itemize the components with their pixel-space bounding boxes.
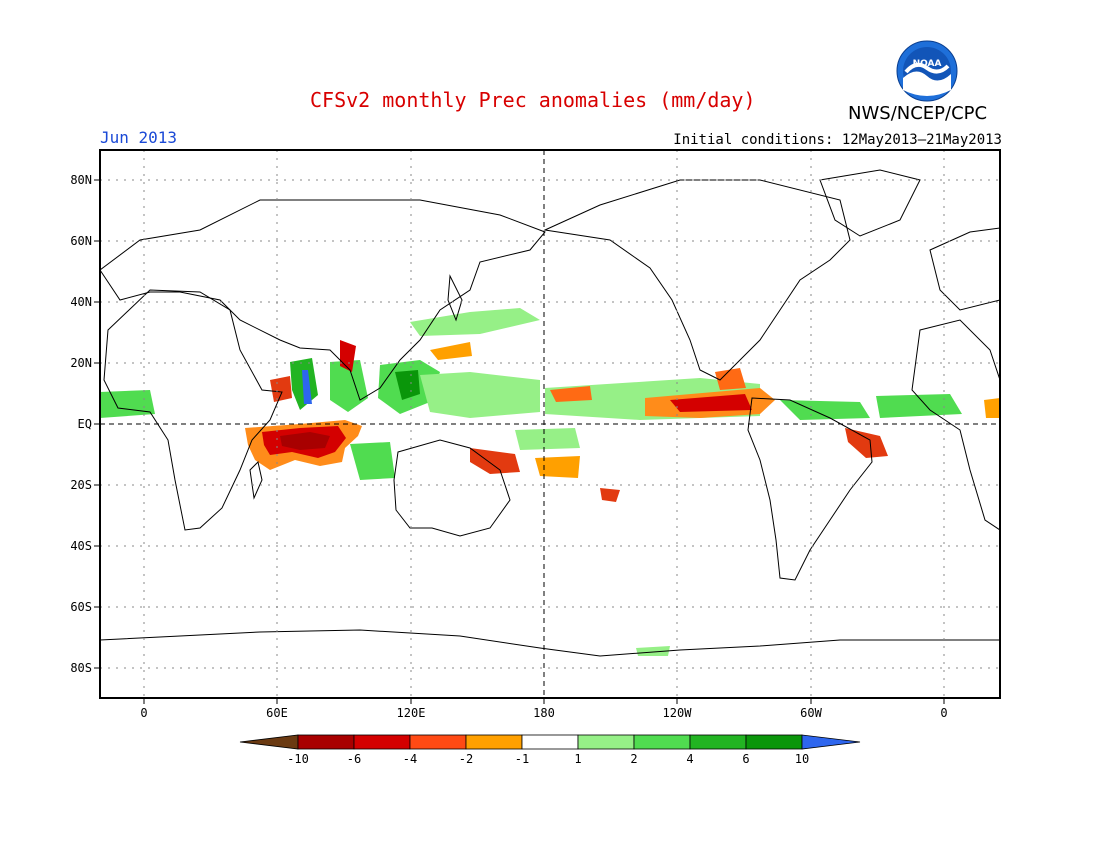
- anomaly-patch-coral-sea: [535, 456, 580, 478]
- lat-label: 60S: [70, 600, 92, 614]
- lon-label: 60E: [266, 706, 288, 720]
- lon-label: 120W: [663, 706, 693, 720]
- colorbar-cell-2: [353, 734, 411, 750]
- lat-label: 20N: [70, 356, 92, 370]
- lon-label: 0: [140, 706, 147, 720]
- anomaly-patch-australia-n: [470, 448, 520, 474]
- map-title: CFSv2 monthly Prec anomalies (mm/day): [310, 88, 756, 112]
- anomaly-patch-s-pacific: [600, 488, 620, 502]
- anomaly-patch-africa-wet-w: [100, 390, 155, 418]
- forecast-month: Jun 2013: [100, 128, 178, 147]
- colorbar-label: -6: [347, 752, 361, 766]
- lon-label: 180: [533, 706, 555, 720]
- anomaly-patch-aus-west: [350, 442, 395, 480]
- initial-conditions: Initial conditions: 12May2013–21May2013: [673, 132, 1002, 148]
- coast-eurasia: [100, 199, 546, 401]
- colorbar-label: 4: [686, 752, 693, 766]
- lat-labels: 80N 60N 40N 20N EQ 20S 40S 60S 80S: [70, 173, 92, 675]
- colorbar-cell-1: [297, 734, 355, 750]
- anomaly-patch-india-blue: [302, 370, 312, 404]
- lat-label: EQ: [78, 417, 92, 431]
- colorbar-cell-3: [409, 734, 467, 750]
- colorbar-cell-8: [689, 734, 747, 750]
- lon-label: 120E: [397, 706, 426, 720]
- coast-australia: [393, 439, 511, 537]
- anomaly-patch-wpac-light: [420, 372, 540, 418]
- coast-africa-east: [911, 319, 1000, 531]
- lon-label: 60W: [800, 706, 822, 720]
- colorbar-cell-7: [633, 734, 691, 750]
- colorbar-label: -10: [287, 752, 309, 766]
- coast-greenland: [819, 169, 921, 237]
- lat-label: 80S: [70, 661, 92, 675]
- anomaly-patch-wpac-dry: [430, 342, 472, 360]
- colorbar-label: -4: [403, 752, 417, 766]
- anomaly-patch-cpac-dry: [550, 386, 592, 402]
- anomaly-patches: [100, 308, 1000, 656]
- lat-label: 60N: [70, 234, 92, 248]
- colorbar-label: -1: [515, 752, 529, 766]
- agency-label: NWS/NCEP/CPC: [848, 103, 988, 124]
- anomaly-patch-spcz: [515, 428, 580, 450]
- colorbar-label: 2: [630, 752, 637, 766]
- coast-japan: [447, 274, 463, 322]
- lon-label: 0: [940, 706, 947, 720]
- colorbar-cell-4: [465, 734, 523, 750]
- noaa-logo: NOAA: [896, 40, 958, 102]
- anomaly-patch-north-pac: [410, 308, 540, 336]
- anomaly-patch-africa-wet: [876, 394, 962, 418]
- colorbar-label: 10: [795, 752, 809, 766]
- anomaly-patch-caribbean: [715, 368, 746, 390]
- anomaly-patch-bengal-wet: [330, 360, 368, 412]
- colorbar-cell-9: [745, 734, 803, 750]
- lat-label: 80N: [70, 173, 92, 187]
- lon-labels: 0 60E 120E 180 120W 60W 0: [140, 706, 947, 720]
- colorbar-label: -2: [459, 752, 473, 766]
- anomaly-patch-atl-wet: [780, 400, 870, 420]
- colorbar-labels: -10 -6 -4 -2 -1 1 2 4 6 10: [287, 752, 809, 766]
- lat-label: 40S: [70, 539, 92, 553]
- colorbar-cell-10: [801, 734, 861, 750]
- coastlines: [100, 169, 1000, 657]
- anomaly-patch-epac-core: [670, 394, 752, 412]
- anomaly-patch-gulf-guinea: [984, 398, 1000, 418]
- anomaly-patch-indian-ocean-darkcore: [280, 432, 330, 450]
- coast-europe: [929, 227, 1000, 311]
- coast-south-america: [747, 397, 873, 581]
- anomaly-patch-arabian-sea: [270, 376, 292, 402]
- anomaly-patch-antarctic: [636, 646, 670, 656]
- lat-label: 20S: [70, 478, 92, 492]
- colorbar-cell-5: [521, 734, 579, 750]
- colorbar-cell-6: [577, 734, 635, 750]
- colorbar-cell-0: [239, 734, 299, 750]
- coast-madagascar: [249, 461, 263, 500]
- svg-text:NOAA: NOAA: [913, 59, 942, 69]
- colorbar-label: 1: [574, 752, 581, 766]
- graticule: [100, 150, 1000, 698]
- anomaly-patch-brazil-dry: [845, 428, 888, 458]
- colorbar: [239, 734, 861, 750]
- coast-north-america: [543, 179, 851, 381]
- anomaly-patch-maritime-dark: [395, 370, 420, 400]
- colorbar-label: 6: [742, 752, 749, 766]
- lat-label: 40N: [70, 295, 92, 309]
- axis-ticks: [94, 179, 945, 704]
- coast-antarctica: [100, 629, 1000, 657]
